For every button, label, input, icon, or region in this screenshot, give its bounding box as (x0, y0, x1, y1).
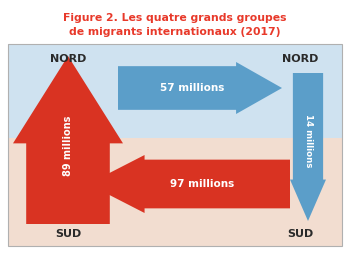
Polygon shape (13, 56, 123, 224)
Text: 89 millions: 89 millions (63, 116, 73, 176)
Text: 57 millions: 57 millions (160, 83, 224, 93)
Polygon shape (290, 73, 326, 221)
Text: 97 millions: 97 millions (170, 179, 234, 189)
Text: NORD: NORD (282, 54, 318, 64)
Text: Figure 2. Les quatre grands groupes: Figure 2. Les quatre grands groupes (63, 13, 287, 23)
Bar (8, 44, 342, 246)
Bar (8, 44, 342, 138)
Bar (8, 138, 342, 246)
Text: SUD: SUD (55, 229, 81, 239)
Polygon shape (118, 62, 282, 114)
Text: SUD: SUD (287, 229, 313, 239)
Text: de migrants internationaux (2017): de migrants internationaux (2017) (69, 27, 281, 37)
Polygon shape (88, 155, 290, 213)
Text: NORD: NORD (50, 54, 86, 64)
Text: 14 millions: 14 millions (303, 114, 313, 168)
